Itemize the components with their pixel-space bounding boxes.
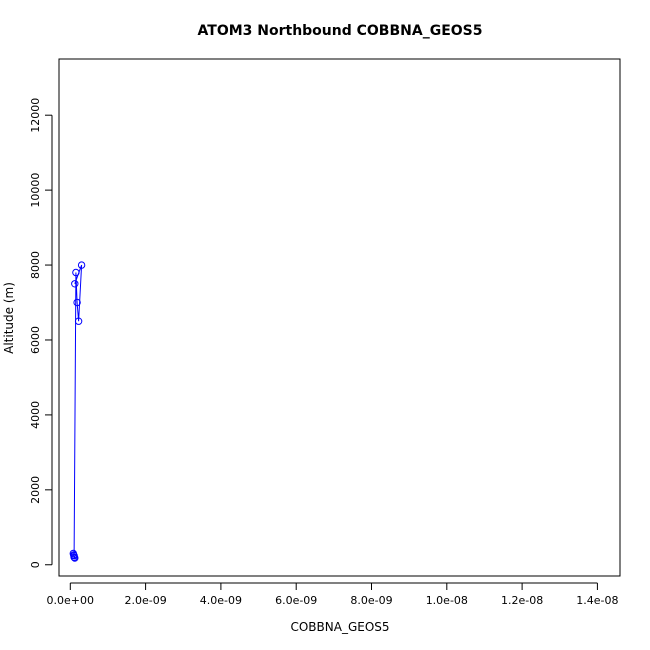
series-line (72, 264, 83, 559)
plot-frame (58, 58, 621, 577)
x-tick-label: 4.0e-09 (200, 594, 242, 607)
series-layer (69, 261, 86, 562)
y-axis: 0 2000 4000 6000 8000 10000 12000 (29, 98, 53, 568)
y-tick-label: 6000 (29, 326, 42, 354)
x-tick-label: 0.0e+00 (47, 594, 94, 607)
x-tick-label: 1.0e-08 (426, 594, 468, 607)
data-point (70, 552, 78, 560)
x-tick-label: 8.0e-09 (350, 594, 392, 607)
y-tick-label: 8000 (29, 251, 42, 279)
x-tick-label: 1.2e-08 (501, 594, 543, 607)
y-tick-label: 10000 (29, 173, 42, 208)
data-point (77, 261, 86, 269)
x-tick-label: 2.0e-09 (124, 594, 166, 607)
data-series (69, 261, 86, 562)
x-axis: 0.0e+00 2.0e-09 4.0e-09 6.0e-09 8.0e-09 1.0e-… (47, 582, 619, 607)
data-point (74, 317, 83, 325)
y-axis-label: Altitude (m) (2, 282, 16, 354)
x-tick-label: 1.4e-08 (576, 594, 618, 607)
y-tick-label: 12000 (29, 98, 42, 133)
y-tick-label: 2000 (29, 476, 42, 504)
data-point (71, 280, 79, 288)
chart-title: ATOM3 Northbound COBBNA_GEOS5 (198, 23, 483, 39)
x-tick-label: 6.0e-09 (275, 594, 317, 607)
data-point (72, 268, 80, 277)
y-tick-label: 4000 (29, 401, 42, 429)
data-point (73, 298, 81, 307)
y-tick-label: 0 (29, 561, 42, 568)
x-axis-label: COBBNA_GEOS5 (290, 620, 389, 634)
